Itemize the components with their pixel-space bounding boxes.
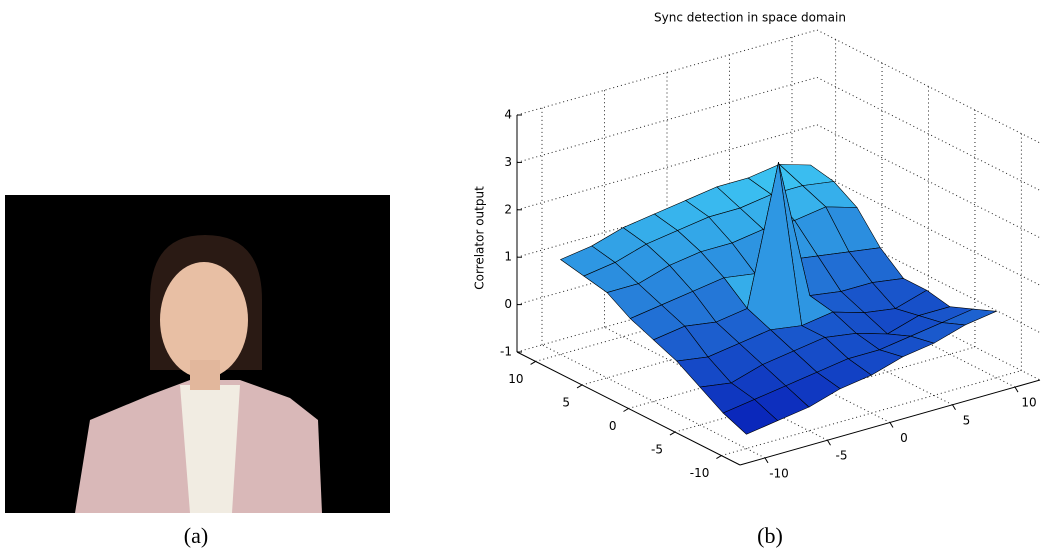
tick-mark [669, 431, 676, 436]
grid-line [816, 171, 1041, 286]
tick-mark [952, 404, 956, 411]
blouse [180, 385, 240, 513]
tick-mark [889, 422, 894, 428]
z-axis-label: Correlator output [473, 186, 487, 290]
surface-plot: Sync detection in space domain Correlato… [473, 11, 846, 549]
photo: (a) [5, 195, 390, 548]
y-tick-label: 5 [562, 395, 570, 409]
chart-title: Sync detection in space domain [654, 11, 846, 25]
grid-line [816, 76, 1041, 191]
y-tick-label: 10 [508, 372, 523, 386]
grid-line [516, 76, 818, 163]
caption-b: (b) [757, 523, 783, 548]
tick-mark [1014, 386, 1019, 393]
y-tick-label: -10 [690, 466, 710, 480]
tick-mark [827, 439, 831, 446]
grid-line [816, 219, 1041, 334]
caption-a: (a) [184, 523, 208, 548]
x-tick-label: 0 [900, 431, 908, 445]
z-tick-label: 4 [504, 108, 512, 122]
grid-line [541, 344, 766, 459]
tick-mark [716, 455, 722, 460]
face [160, 262, 248, 378]
grid-line [816, 29, 1041, 144]
y-tick-label: -5 [651, 443, 663, 457]
z-tick-label: 3 [504, 155, 512, 169]
x-tick-label: -5 [836, 449, 848, 463]
neck [190, 360, 220, 390]
tick-mark [623, 408, 629, 412]
tick-mark [764, 457, 769, 464]
z-tick-label: 2 [504, 202, 512, 216]
tick-mark [576, 384, 583, 389]
z-tick-label: 1 [504, 250, 512, 264]
x-tick-label: 10 [1021, 396, 1036, 410]
x-tick-label: 5 [963, 413, 971, 427]
z-tick-label: -1 [500, 345, 512, 359]
x-tick-label: -10 [769, 466, 789, 480]
y-tick-label: 0 [609, 419, 617, 433]
surface-cell [722, 399, 779, 435]
tick-mark [530, 360, 536, 365]
grid-line [816, 124, 1041, 239]
z-tick-label: 0 [504, 297, 512, 311]
